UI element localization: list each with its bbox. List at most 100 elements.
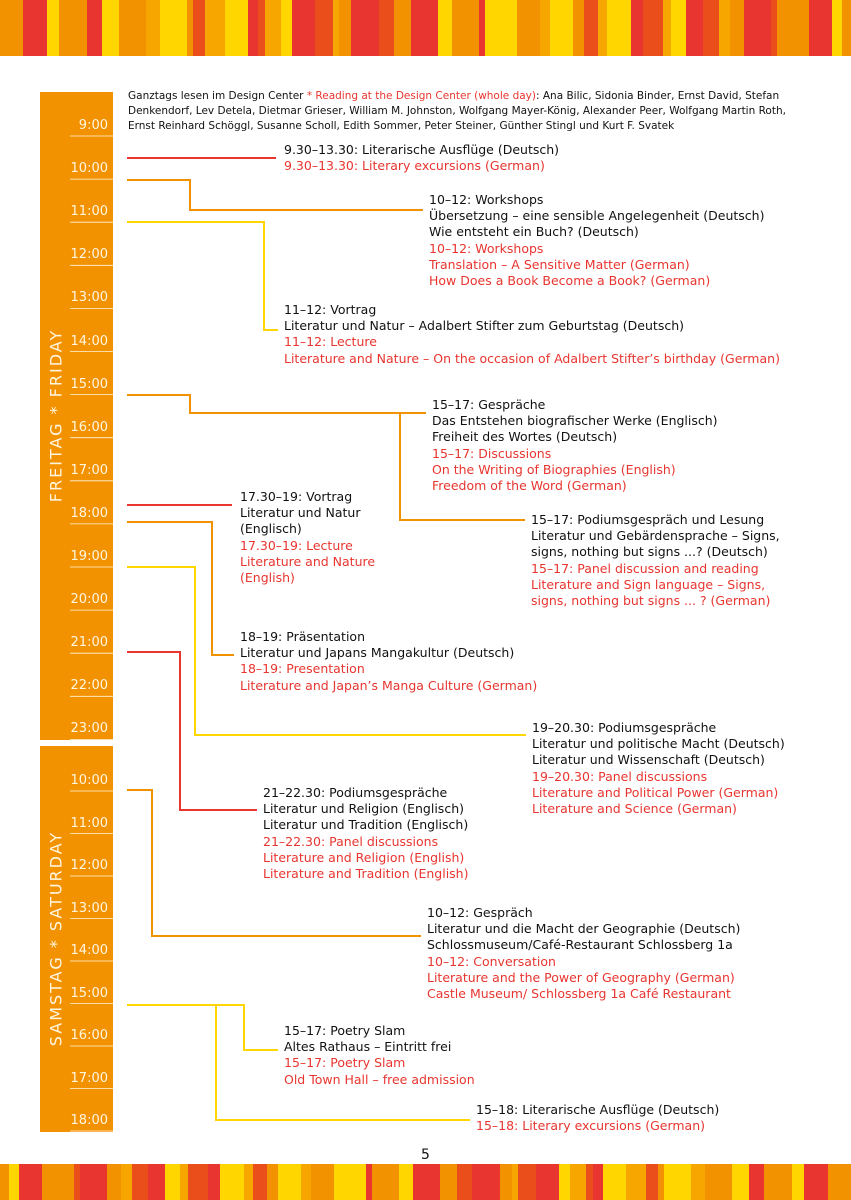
stripe (643, 0, 663, 56)
stripe (771, 0, 777, 56)
stripe (87, 0, 102, 56)
stripe (663, 0, 671, 56)
event-line-de: 15–18: Literarische Ausflüge (Deutsch) (476, 1102, 720, 1117)
event-line-en: 15–17: Panel discussion and reading (531, 560, 759, 576)
stripe (631, 0, 643, 56)
time-label: 11:00 (70, 815, 108, 831)
stripe (390, 1164, 399, 1200)
event-line-de: Literatur und Religion (Englisch) (263, 801, 464, 817)
stripe (452, 0, 461, 56)
event: 10–12: Workshops Übersetzung – eine sensi… (429, 192, 764, 289)
stripe (267, 1164, 278, 1200)
stripe (371, 0, 379, 56)
time-label: 10:00 (70, 161, 108, 177)
stripe (671, 0, 686, 56)
stripe (326, 1164, 334, 1200)
stripe (518, 1164, 536, 1200)
stripe (253, 1164, 267, 1200)
stripe (772, 1164, 792, 1200)
stripe (292, 0, 306, 56)
event-line-de: Literatur und Natur – Adalbert Stifter z… (284, 318, 685, 334)
stripe (399, 1164, 413, 1200)
stripe (607, 0, 625, 56)
event-line-en: 18–19: Presentation (240, 661, 365, 677)
time-label: 14:00 (70, 943, 108, 958)
event: 21–22.30: Podiumsgespräche Literatur und … (263, 785, 468, 882)
time-label: 9:00 (78, 118, 108, 133)
stripe (739, 1164, 749, 1200)
stripe (849, 0, 851, 56)
event: 15–18: Literarische Ausflüge (Deutsch) 15… (476, 1102, 719, 1134)
event-line-de: Das Entstehen biografischer Werke (Engli… (432, 413, 718, 429)
connector (127, 566, 526, 736)
event-line-de: 15–17: Podiumsgespräch und Lesung (531, 512, 765, 527)
stripe (62, 1164, 74, 1200)
event-line-de: Literatur und Wissenschaft (Deutsch) (532, 752, 765, 768)
event-line-de: 18–19: Präsentation (240, 629, 365, 644)
stripe (226, 1164, 244, 1200)
connector (127, 394, 426, 414)
stripe (119, 0, 135, 56)
intro: Ganztags lesen im Design Center * Readin… (128, 89, 808, 134)
time-label: 12:00 (70, 858, 108, 873)
page-number: 5 (421, 1147, 430, 1163)
event-line-de: Literatur und die Macht der Geographie (… (427, 921, 741, 937)
time-label: 20:00 (70, 592, 108, 608)
connector (215, 1005, 470, 1121)
stripe (586, 1164, 593, 1200)
stripe (244, 1164, 253, 1200)
stripe (479, 0, 485, 56)
stripe (716, 1164, 732, 1200)
time-label: 19:00 (70, 549, 108, 564)
event-line-de: 11–12: Vortrag (284, 302, 377, 317)
stripe (333, 0, 339, 56)
stripe (658, 1164, 664, 1200)
event-line-de: Literatur und Gebärdensprache – Signs, (531, 528, 780, 544)
stripe (208, 1164, 220, 1200)
time-label: 18:00 (70, 505, 108, 521)
event-line-de: Literatur und Japans Mangakultur (Deutsc… (240, 645, 515, 661)
event: 10–12: Gespräch Literatur und die Macht d… (427, 905, 740, 1002)
stripe (500, 1164, 512, 1200)
event: 9.30–13.30: Literarische Ausflüge (Deuts… (284, 142, 559, 174)
intro-en: * Reading at the Design Center (whole da… (303, 90, 536, 102)
time-label: 21:00 (70, 635, 108, 651)
time-label: 11:00 (70, 204, 108, 220)
day-label: SAMSTAG * SATURDAY (46, 830, 66, 1047)
event-line-de: (Englisch) (240, 521, 302, 537)
connector (127, 789, 421, 937)
stripe (703, 0, 719, 56)
event-line-en: Literature and Nature (240, 553, 376, 569)
intro-de: Ganztags lesen im Design Center (128, 90, 304, 102)
stripe (354, 1164, 366, 1200)
stripe (311, 1164, 326, 1200)
stripe (121, 1164, 132, 1200)
event-line-en: Literature and Science (German) (532, 801, 737, 817)
event-line-en: 9.30–13.30: Literary excursions (German) (284, 158, 545, 174)
event-line-en: 15–17: Poetry Slam (284, 1055, 406, 1071)
day-bar (40, 746, 113, 1132)
stripe (485, 0, 497, 56)
stripe (146, 0, 160, 56)
connector (127, 651, 257, 811)
day-label: FREITAG * FRIDAY (46, 328, 66, 503)
stripe (41, 0, 47, 56)
stripe (696, 0, 703, 56)
stripe (23, 0, 41, 56)
stripe (842, 0, 849, 56)
stripe (573, 0, 584, 56)
stripe (233, 0, 248, 56)
stripe (135, 0, 146, 56)
event-line-en: (English) (240, 570, 295, 586)
event-line-en: 15–17: Discussions (432, 445, 552, 461)
stripe (646, 1164, 658, 1200)
stripe (764, 1164, 772, 1200)
stripe (461, 0, 479, 56)
stripe (301, 1164, 311, 1200)
stripe (517, 0, 525, 56)
stripe (536, 1164, 545, 1200)
stripe (220, 1164, 226, 1200)
stripe (258, 0, 265, 56)
stripe (837, 1164, 851, 1200)
event-line-de: 21–22.30: Podiumsgespräche (263, 785, 448, 800)
